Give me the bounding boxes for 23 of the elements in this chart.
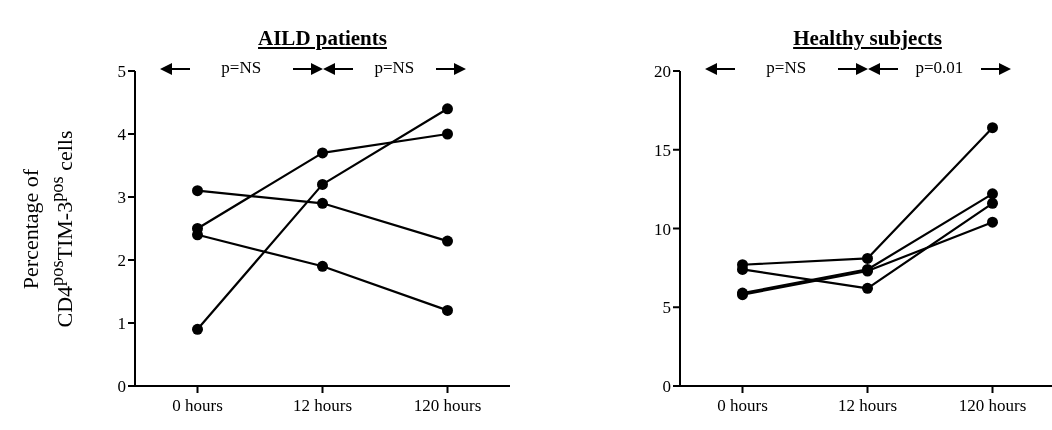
annotation: p=0.01 — [914, 58, 965, 78]
y-tick-label: 20 — [654, 62, 671, 82]
x-tick-label: 120 hours — [413, 396, 482, 416]
y-tick-label: 4 — [117, 125, 127, 145]
x-tick-label: 12 hours — [837, 396, 898, 416]
y-tick-label: 3 — [117, 188, 126, 208]
x-tick-label: 0 hours — [717, 396, 768, 416]
x-tick-label: 0 hours — [172, 396, 223, 416]
y-tick-label: 5 — [662, 298, 671, 318]
y-tick-label: 2 — [117, 251, 126, 271]
y-tick-label: 0 — [117, 377, 126, 397]
annotation: p=NS — [220, 58, 263, 78]
y-tick-label: 10 — [654, 219, 671, 239]
x-tick-label: 12 hours — [292, 396, 353, 416]
chart-title: AILD patients — [257, 26, 388, 51]
y-tick-label: 0 — [662, 377, 671, 397]
y-tick-label: 1 — [117, 314, 126, 334]
chart-title: Healthy subjects — [792, 26, 943, 51]
annotation: p=NS — [373, 58, 416, 78]
y-tick-label: 5 — [117, 62, 126, 82]
x-tick-label: 120 hours — [958, 396, 1027, 416]
y-tick-label: 15 — [654, 140, 671, 160]
annotation: p=NS — [765, 58, 808, 78]
